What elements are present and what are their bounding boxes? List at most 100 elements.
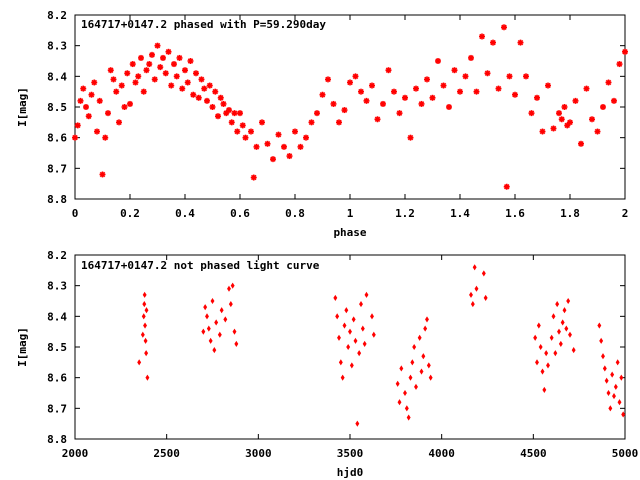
- data-point: [333, 294, 338, 301]
- y-tick-label: 8.7: [47, 162, 67, 175]
- data-point: [157, 64, 164, 71]
- data-point: [469, 291, 473, 298]
- data-point: [179, 85, 186, 92]
- data-point: [250, 174, 257, 181]
- data-point: [325, 76, 331, 83]
- data-point: [319, 91, 326, 98]
- data-point: [560, 319, 565, 326]
- data-point: [396, 110, 403, 117]
- data-point: [412, 343, 417, 351]
- data-point: [214, 319, 219, 326]
- data-point: [341, 107, 348, 114]
- data-point: [606, 389, 611, 397]
- data-point: [99, 171, 106, 178]
- data-point: [142, 301, 147, 308]
- data-point: [369, 82, 375, 89]
- data-point: [538, 343, 543, 351]
- x-tick-label: 0.4: [175, 207, 195, 220]
- data-point: [203, 304, 208, 311]
- data-point: [338, 359, 343, 366]
- x-tick-label: 1.8: [560, 207, 580, 220]
- data-point: [457, 88, 463, 95]
- data-point: [413, 85, 419, 92]
- data-point: [242, 134, 249, 141]
- data-point: [270, 156, 276, 163]
- data-point: [408, 374, 413, 381]
- data-point: [440, 82, 447, 89]
- plot-frame: [74, 14, 626, 200]
- phased-light-curve-panel: 0 0.2 0.4 0.6 0.8 1 1.2 1.4 1.6 1.8 2 8.2 8.3 8.4 8.5 8…: [16, 9, 628, 239]
- data-point: [419, 368, 424, 375]
- data-point: [171, 61, 177, 68]
- data-point: [616, 61, 623, 68]
- data-point: [344, 307, 349, 314]
- data-point: [358, 88, 364, 95]
- data-point: [141, 313, 146, 320]
- data-point: [135, 73, 142, 80]
- data-point: [535, 359, 539, 366]
- data-point: [187, 58, 194, 64]
- data-point: [566, 297, 571, 305]
- data-point: [523, 73, 529, 80]
- y-axis-label: I[mag]: [16, 87, 29, 127]
- data-point: [619, 374, 624, 381]
- x-tick-label: 2: [622, 207, 629, 220]
- data-point: [517, 39, 524, 46]
- x-tick-label: 4000: [428, 447, 455, 460]
- data-point: [501, 24, 507, 31]
- y-tick-label: 8.3: [47, 40, 67, 53]
- data-point: [468, 54, 474, 61]
- data-point: [370, 313, 374, 320]
- data-point: [615, 359, 620, 366]
- data-point: [231, 110, 238, 117]
- data-point: [226, 107, 232, 114]
- data-point: [403, 389, 407, 397]
- data-point: [556, 110, 562, 117]
- data-point: [558, 340, 563, 347]
- data-point: [589, 116, 595, 123]
- data-point: [385, 67, 392, 74]
- data-point: [215, 113, 221, 120]
- data-point: [182, 67, 188, 74]
- data-point: [80, 85, 87, 92]
- data-point: [484, 70, 491, 77]
- data-point: [105, 110, 111, 117]
- data-point: [545, 82, 551, 89]
- data-point: [472, 264, 477, 271]
- data-point: [116, 119, 122, 126]
- data-point: [143, 67, 150, 74]
- data-point: [118, 82, 125, 89]
- x-tick-label: 2000: [62, 447, 89, 460]
- data-point: [363, 97, 370, 104]
- data-point: [429, 94, 436, 101]
- data-point: [399, 365, 404, 372]
- data-point: [567, 119, 573, 126]
- x-tick-label: 4500: [520, 447, 547, 460]
- data-point: [91, 79, 98, 86]
- data-point: [604, 377, 609, 384]
- data-point: [228, 301, 233, 308]
- data-point: [146, 61, 153, 68]
- data-point: [597, 322, 602, 329]
- data-point: [281, 143, 287, 150]
- data-point: [473, 88, 480, 95]
- data-point: [402, 94, 408, 101]
- data-point: [528, 110, 535, 117]
- data-point: [140, 331, 145, 338]
- data-point: [132, 79, 139, 86]
- data-point: [599, 337, 604, 344]
- data-point: [151, 76, 158, 83]
- data-point: [481, 270, 486, 277]
- data-point: [557, 328, 561, 335]
- data-point: [184, 79, 191, 86]
- data-point: [362, 340, 367, 347]
- data-point: [113, 88, 120, 95]
- data-point: [85, 113, 92, 120]
- data-point: [107, 67, 114, 74]
- data-point: [417, 334, 422, 341]
- data-point: [206, 82, 213, 89]
- data-point: [217, 331, 222, 338]
- data-point: [359, 301, 363, 308]
- data-point: [407, 134, 414, 141]
- data-point: [425, 316, 429, 323]
